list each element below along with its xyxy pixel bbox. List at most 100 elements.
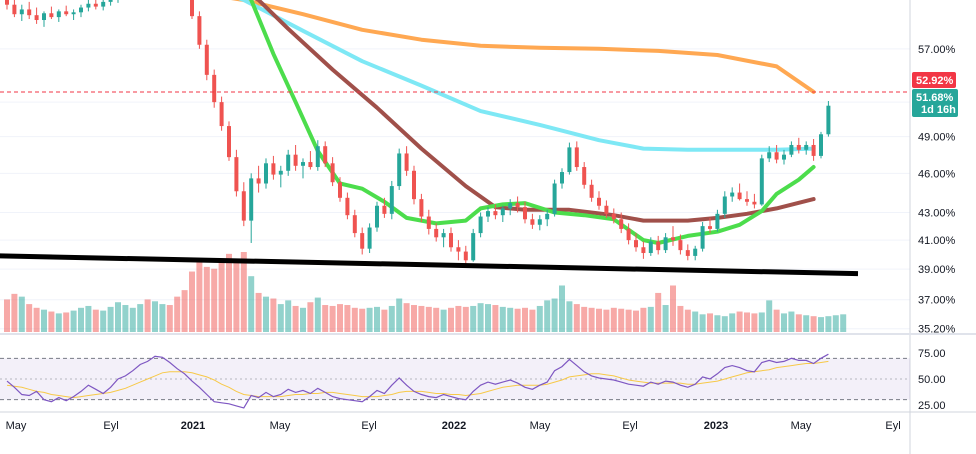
volume-bar bbox=[55, 313, 62, 332]
volume-bar bbox=[647, 306, 654, 332]
candle bbox=[560, 168, 564, 189]
volume-bar bbox=[699, 314, 706, 332]
volume-bar bbox=[795, 314, 802, 332]
candle-body bbox=[5, 0, 9, 5]
volume-bar bbox=[485, 304, 491, 332]
volume-bar bbox=[137, 304, 144, 332]
volume-bar bbox=[388, 305, 395, 332]
candle bbox=[271, 155, 276, 180]
volume-bar bbox=[662, 305, 669, 332]
volume-bar bbox=[766, 300, 773, 332]
candle bbox=[434, 223, 439, 242]
candle-body bbox=[700, 226, 705, 249]
candle-body bbox=[789, 144, 794, 155]
volume-bar bbox=[292, 305, 299, 332]
volume-bar bbox=[115, 302, 121, 332]
volume-bar bbox=[640, 307, 647, 332]
rsi-tick-label: 50.00 bbox=[918, 374, 946, 386]
volume-bar bbox=[307, 302, 314, 332]
candle bbox=[656, 235, 661, 255]
volume-bar bbox=[455, 305, 462, 332]
candle-body bbox=[49, 13, 54, 18]
candle-body bbox=[101, 1, 106, 7]
volume-bar bbox=[144, 299, 151, 332]
candle bbox=[64, 5, 69, 17]
volume-bar bbox=[396, 298, 403, 332]
volume-bar bbox=[788, 311, 795, 332]
candle-body bbox=[293, 154, 298, 166]
volume-bar bbox=[277, 304, 284, 332]
candle bbox=[508, 199, 513, 216]
volume-bar bbox=[529, 309, 536, 332]
candle-body bbox=[634, 240, 638, 248]
candle bbox=[330, 157, 335, 187]
candle-body bbox=[19, 9, 24, 15]
candle-body bbox=[619, 219, 624, 229]
candle-body bbox=[745, 199, 749, 202]
candle bbox=[212, 69, 217, 108]
volume-bar bbox=[411, 305, 417, 332]
candle-body bbox=[278, 170, 283, 175]
candle bbox=[693, 245, 698, 261]
candle bbox=[782, 149, 786, 165]
volume-bar bbox=[18, 296, 25, 332]
candle-body bbox=[71, 12, 76, 15]
candle-body bbox=[64, 11, 69, 15]
volume-bar bbox=[233, 259, 240, 332]
candle bbox=[722, 191, 727, 218]
candle bbox=[101, 0, 106, 11]
volume-bar bbox=[551, 298, 558, 332]
candle-body bbox=[286, 154, 291, 171]
ceiling-price-tag-text: 52.92% bbox=[916, 75, 954, 87]
candle-body bbox=[515, 203, 520, 208]
candle-body bbox=[108, 0, 113, 2]
price-tick-label: 43.00% bbox=[918, 207, 956, 219]
volume-bar bbox=[263, 296, 269, 332]
candle bbox=[264, 158, 268, 189]
volume-bar bbox=[189, 271, 195, 332]
volume-bar bbox=[381, 309, 388, 332]
candle-body bbox=[545, 213, 550, 220]
volume-bar bbox=[751, 313, 758, 332]
volume-bar bbox=[359, 308, 366, 332]
candle-body bbox=[804, 144, 809, 150]
candle-body bbox=[456, 247, 461, 252]
volume-bar bbox=[92, 309, 99, 332]
volume-bar bbox=[337, 304, 343, 332]
moving-average-line bbox=[230, 0, 816, 94]
candle-body bbox=[338, 182, 342, 198]
candle bbox=[678, 234, 683, 255]
volume-bar bbox=[418, 305, 425, 332]
candle bbox=[530, 213, 535, 229]
candle bbox=[278, 165, 283, 188]
candle bbox=[619, 212, 624, 234]
candle bbox=[71, 9, 76, 21]
time-tick-label: 2022 bbox=[442, 420, 466, 432]
candle-body bbox=[493, 211, 498, 216]
price-tick-label: 46.00% bbox=[918, 168, 956, 180]
candle bbox=[515, 196, 520, 213]
volume-bar bbox=[655, 292, 662, 332]
candle-body bbox=[782, 154, 786, 160]
price-grid bbox=[0, 48, 910, 330]
volume-bar bbox=[329, 305, 336, 332]
candle bbox=[582, 162, 587, 189]
candle-body bbox=[589, 184, 594, 198]
candle-body bbox=[197, 16, 202, 45]
volume-bar bbox=[433, 307, 440, 332]
rsi-tick-labels: 75.00 50.00 25.00 bbox=[918, 348, 946, 412]
candle-body bbox=[693, 248, 698, 256]
rsi-ma-line bbox=[6, 360, 829, 399]
candle bbox=[737, 183, 742, 201]
volume-bar bbox=[122, 305, 129, 332]
candle-body bbox=[56, 11, 61, 18]
candle-body bbox=[715, 213, 720, 229]
volume-bar bbox=[203, 266, 210, 332]
candle-body bbox=[345, 197, 350, 216]
candle-body bbox=[256, 178, 261, 184]
candle bbox=[441, 228, 446, 248]
candle bbox=[449, 227, 453, 252]
rsi-pane: 75.00 50.00 25.00 bbox=[0, 348, 946, 412]
candle bbox=[93, 0, 98, 10]
volume-bar bbox=[522, 307, 528, 332]
